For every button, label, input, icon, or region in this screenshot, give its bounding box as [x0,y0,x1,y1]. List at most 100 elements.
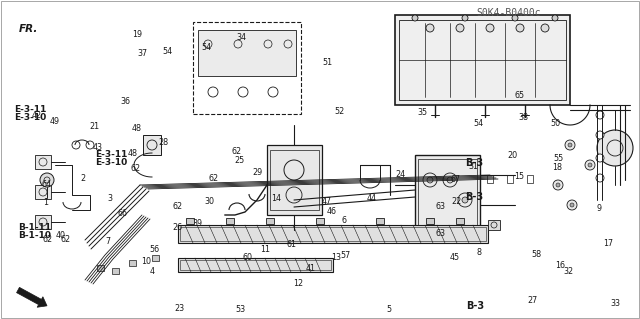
Circle shape [568,143,572,147]
Text: FR.: FR. [19,24,38,34]
Bar [376,218,384,224]
Circle shape [427,177,433,183]
Bar [226,218,234,224]
Circle shape [40,173,54,187]
Bar [35,215,51,229]
Text: 62: 62 [61,235,71,244]
Bar [186,218,194,224]
Text: 36: 36 [120,97,131,106]
Bar [267,145,322,215]
Circle shape [596,111,604,119]
Circle shape [516,24,524,32]
Bar [270,150,319,210]
Text: 67: 67 [451,175,461,184]
Bar [143,135,161,155]
Text: 52: 52 [334,107,344,115]
Bar [488,220,500,230]
Circle shape [588,163,592,167]
Text: 62: 62 [131,164,141,173]
Text: E-3-11: E-3-11 [95,150,127,159]
Text: 62: 62 [173,202,183,211]
Text: 34: 34 [237,33,247,42]
Text: 63: 63 [435,229,445,238]
Circle shape [456,24,464,32]
Text: 49: 49 [50,117,60,126]
Text: 60: 60 [242,253,252,262]
Text: 51: 51 [323,58,333,67]
Text: 46: 46 [326,207,337,216]
Bar [35,185,51,199]
Text: 54: 54 [201,43,211,52]
Text: 25: 25 [234,156,244,165]
Circle shape [462,15,468,21]
Text: 41: 41 [305,264,316,273]
Circle shape [426,24,434,32]
Circle shape [596,131,604,139]
Bar [35,155,51,169]
Circle shape [570,203,574,207]
Text: B-1-11: B-1-11 [18,223,51,232]
Bar [399,20,566,100]
Text: 22: 22 [452,197,462,206]
Bar [395,15,570,105]
Circle shape [597,130,633,166]
Bar [178,225,488,243]
Text: 62: 62 [232,147,242,156]
Bar [193,22,301,114]
Text: 40: 40 [56,231,66,240]
Text: 16: 16 [555,261,565,270]
Circle shape [512,15,518,21]
Text: 23: 23 [174,304,184,313]
Text: 54: 54 [163,47,173,56]
Bar [97,265,104,271]
Bar [456,218,464,224]
Text: 17: 17 [603,239,613,248]
Bar [266,218,274,224]
Text: 26: 26 [173,223,183,232]
Text: 7: 7 [105,237,110,246]
Text: 65: 65 [515,91,525,100]
Text: E-3-11: E-3-11 [14,105,47,114]
Text: B-1-10: B-1-10 [18,231,51,240]
Circle shape [596,154,604,162]
Text: 6: 6 [342,216,347,225]
Text: E-3-10: E-3-10 [95,158,127,167]
Circle shape [556,183,560,187]
Text: 35: 35 [417,108,428,117]
Text: 32: 32 [563,267,573,276]
Text: 39: 39 [192,219,202,228]
Text: 44: 44 [366,194,376,203]
Bar [527,175,533,183]
Bar [415,155,480,235]
Text: 13: 13 [331,253,341,262]
Text: 3: 3 [108,194,113,203]
Text: 54: 54 [474,119,484,128]
Text: 64: 64 [41,180,51,189]
Text: 14: 14 [271,194,282,203]
Text: 11: 11 [260,245,271,254]
Text: 2: 2 [81,174,86,182]
Bar [178,258,333,272]
Text: 62: 62 [43,235,53,244]
Circle shape [565,140,575,150]
Text: 47: 47 [321,197,332,206]
Circle shape [567,200,577,210]
Bar [180,260,331,270]
Text: 18: 18 [552,163,562,172]
Bar [198,30,296,76]
Text: 1: 1 [44,198,49,207]
Text: 28: 28 [158,138,168,147]
Text: 8: 8 [476,248,481,256]
Text: E-3-10: E-3-10 [14,113,46,122]
Text: 21: 21 [90,122,100,130]
Text: 43: 43 [93,143,103,152]
Text: 48: 48 [128,149,138,158]
Text: 42: 42 [32,111,42,120]
Text: B-3: B-3 [466,300,484,311]
Circle shape [585,160,595,170]
Text: 63: 63 [435,202,445,211]
Bar [129,260,136,266]
Text: 37: 37 [137,49,147,58]
Bar [152,255,159,261]
Circle shape [447,177,453,183]
